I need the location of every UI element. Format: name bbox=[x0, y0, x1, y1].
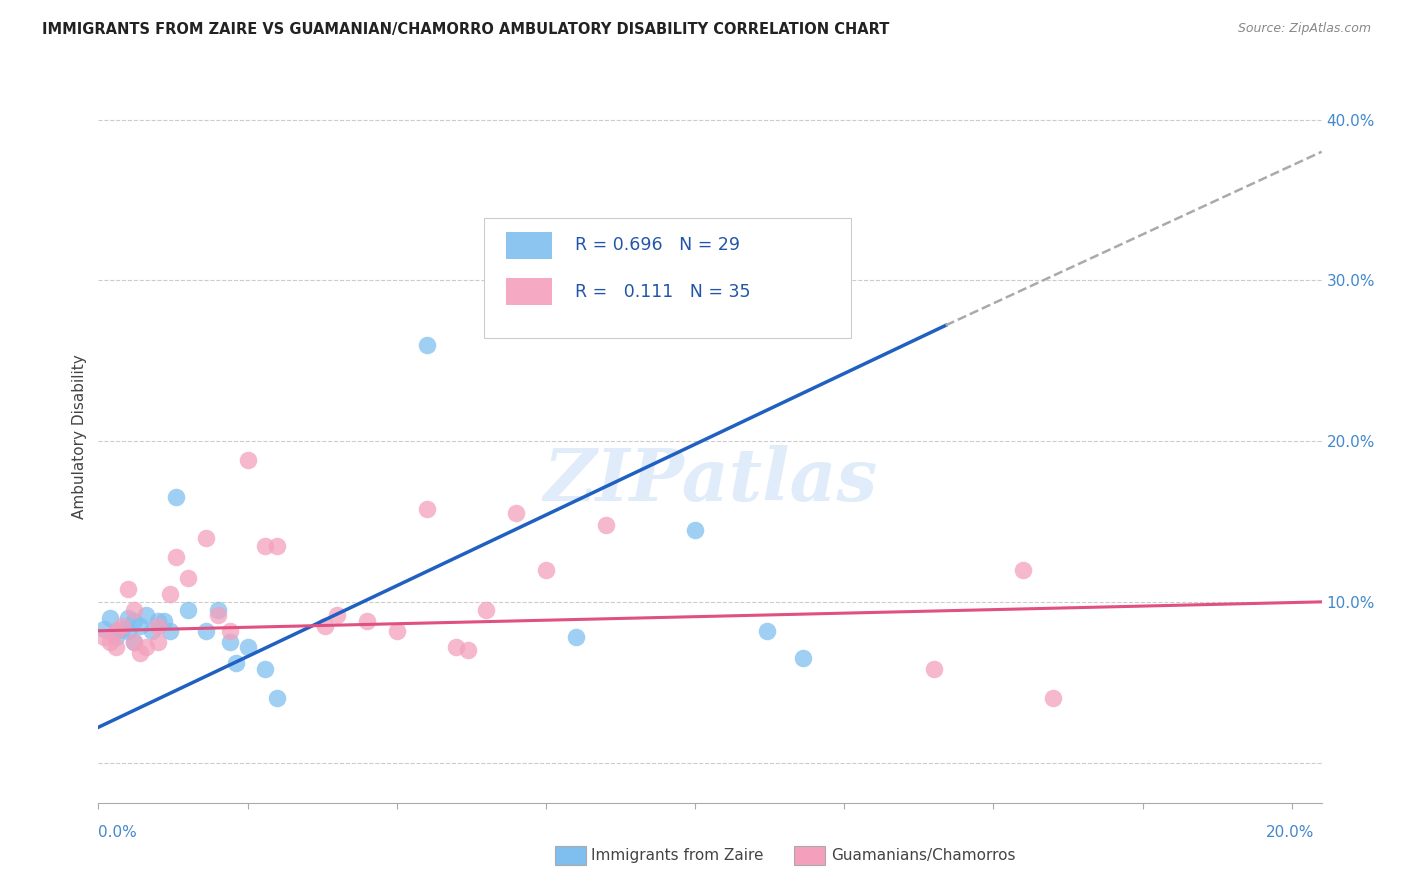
Point bbox=[111, 619, 134, 633]
Point bbox=[105, 624, 128, 638]
Point bbox=[595, 517, 617, 532]
Point bbox=[236, 640, 259, 654]
Point bbox=[194, 624, 217, 638]
Text: Source: ZipAtlas.com: Source: ZipAtlas.com bbox=[1237, 22, 1371, 36]
Point bbox=[505, 507, 527, 521]
Point bbox=[755, 624, 778, 638]
Point bbox=[254, 662, 277, 676]
Point bbox=[236, 453, 259, 467]
Point bbox=[446, 640, 468, 654]
Text: Guamanians/Chamorros: Guamanians/Chamorros bbox=[831, 848, 1015, 863]
Bar bbox=[506, 277, 553, 305]
Point bbox=[177, 603, 200, 617]
Point bbox=[266, 691, 288, 706]
Point bbox=[922, 662, 945, 676]
Point bbox=[111, 622, 134, 636]
Point bbox=[165, 549, 187, 564]
Point bbox=[105, 630, 128, 644]
Point bbox=[105, 640, 128, 654]
Point bbox=[177, 571, 200, 585]
Point bbox=[146, 635, 169, 649]
Text: 20.0%: 20.0% bbox=[1267, 825, 1315, 839]
Point bbox=[129, 619, 152, 633]
Point bbox=[159, 624, 181, 638]
Point bbox=[159, 587, 181, 601]
Bar bbox=[506, 232, 553, 260]
Point bbox=[117, 624, 139, 638]
Point bbox=[146, 619, 169, 633]
Point bbox=[356, 614, 378, 628]
Point bbox=[129, 646, 152, 660]
Point bbox=[475, 603, 498, 617]
Text: R =   0.111   N = 35: R = 0.111 N = 35 bbox=[575, 283, 751, 301]
Point bbox=[98, 635, 121, 649]
Point bbox=[122, 614, 145, 628]
Point bbox=[266, 539, 288, 553]
Point bbox=[792, 651, 814, 665]
Point bbox=[117, 582, 139, 596]
Point bbox=[98, 611, 121, 625]
Point bbox=[385, 624, 408, 638]
Point bbox=[153, 614, 176, 628]
Point bbox=[254, 539, 277, 553]
Point bbox=[207, 607, 229, 622]
Point bbox=[314, 619, 336, 633]
Point bbox=[326, 607, 349, 622]
Point bbox=[194, 531, 217, 545]
Y-axis label: Ambulatory Disability: Ambulatory Disability bbox=[72, 355, 87, 519]
Point bbox=[122, 635, 145, 649]
Point bbox=[207, 603, 229, 617]
Point bbox=[117, 611, 139, 625]
FancyBboxPatch shape bbox=[484, 218, 851, 338]
Text: R = 0.696   N = 29: R = 0.696 N = 29 bbox=[575, 236, 741, 254]
Point bbox=[135, 607, 157, 622]
Point bbox=[415, 337, 437, 351]
Point bbox=[105, 624, 128, 638]
Point bbox=[165, 491, 187, 505]
Point bbox=[1012, 563, 1035, 577]
Point bbox=[93, 630, 115, 644]
Point bbox=[415, 501, 437, 516]
Text: IMMIGRANTS FROM ZAIRE VS GUAMANIAN/CHAMORRO AMBULATORY DISABILITY CORRELATION CH: IMMIGRANTS FROM ZAIRE VS GUAMANIAN/CHAMO… bbox=[42, 22, 890, 37]
Text: Immigrants from Zaire: Immigrants from Zaire bbox=[591, 848, 763, 863]
Text: 0.0%: 0.0% bbox=[98, 825, 138, 839]
Point bbox=[1042, 691, 1064, 706]
Point bbox=[457, 643, 479, 657]
Point bbox=[135, 640, 157, 654]
Point bbox=[218, 635, 240, 649]
Point bbox=[534, 563, 557, 577]
Point bbox=[141, 624, 163, 638]
Point bbox=[122, 603, 145, 617]
Point bbox=[146, 614, 169, 628]
Point bbox=[93, 622, 115, 636]
Point bbox=[122, 635, 145, 649]
Point bbox=[218, 624, 240, 638]
Point bbox=[683, 523, 706, 537]
Text: ZIPatlas: ZIPatlas bbox=[543, 445, 877, 516]
Point bbox=[565, 630, 588, 644]
Point bbox=[225, 656, 247, 670]
